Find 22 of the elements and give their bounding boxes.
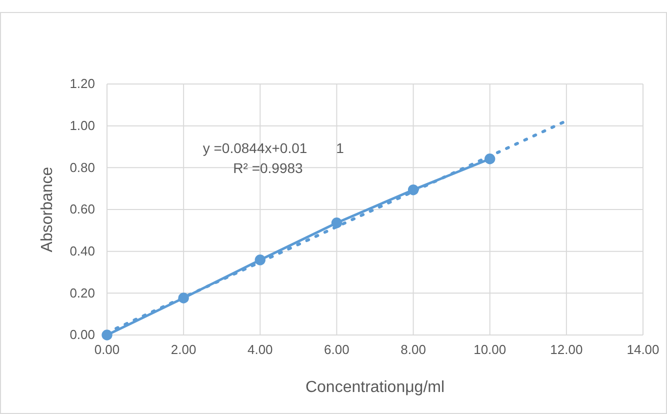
y-tick-label: 0.40	[70, 243, 95, 258]
x-tick-label: 8.00	[400, 342, 426, 358]
y-tick-label: 1.00	[70, 118, 95, 133]
y-tick-label: 0.20	[70, 285, 95, 300]
x-tick-label: 12.00	[550, 342, 583, 358]
point	[331, 218, 342, 228]
x-tick-label: 2.00	[170, 342, 196, 358]
y-tick-label: 0.80	[70, 160, 95, 175]
x-axis-title: Concentrationμg/ml	[305, 379, 445, 396]
point	[102, 330, 112, 340]
y-tick-label: 0.60	[70, 202, 95, 217]
annotation: R² =0.9983	[233, 160, 304, 176]
x-tick-label: 10.00	[474, 342, 506, 358]
y-tick-label: 0.00	[70, 327, 95, 342]
annotation: y =0.0844x+0.01	[202, 140, 308, 156]
x-tick-label: 4.00	[247, 342, 273, 358]
x-tick-label: 6.00	[324, 342, 350, 358]
y-axis-title: Absorbance	[39, 166, 56, 252]
annotation: 1	[336, 140, 344, 156]
x-tick-label: 0.00	[94, 342, 120, 358]
x-tick-label: 14.00	[626, 342, 660, 358]
y-tick-label: 1.20	[70, 76, 95, 92]
